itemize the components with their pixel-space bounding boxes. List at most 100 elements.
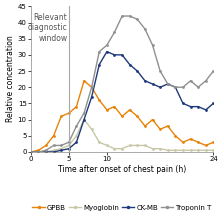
- CK-MB: [37, 151, 40, 153]
- Line: GPBB: GPBB: [29, 79, 215, 153]
- Myoglobin: [37, 151, 40, 153]
- Y-axis label: Relative concentration: Relative concentration: [6, 36, 15, 123]
- GPBB: [212, 141, 215, 143]
- Myoglobin: [60, 147, 62, 150]
- Troponin T: [113, 31, 116, 34]
- GPBB: [68, 112, 70, 114]
- GPBB: [83, 80, 85, 82]
- Myoglobin: [182, 149, 184, 151]
- GPBB: [29, 151, 32, 153]
- CK-MB: [159, 86, 161, 88]
- CK-MB: [98, 63, 101, 66]
- Troponin T: [37, 151, 40, 153]
- GPBB: [174, 134, 177, 137]
- CK-MB: [174, 86, 177, 88]
- GPBB: [151, 118, 154, 121]
- CK-MB: [29, 151, 32, 153]
- CK-MB: [197, 105, 200, 108]
- Text: Relevant
diagnostic
window: Relevant diagnostic window: [28, 13, 67, 43]
- CK-MB: [68, 147, 70, 150]
- Line: CK-MB: CK-MB: [29, 50, 215, 153]
- CK-MB: [182, 102, 184, 105]
- Troponin T: [45, 149, 47, 151]
- Troponin T: [52, 144, 55, 147]
- Troponin T: [90, 86, 93, 88]
- Troponin T: [189, 80, 192, 82]
- Troponin T: [106, 44, 108, 46]
- CK-MB: [167, 83, 169, 85]
- CK-MB: [121, 54, 123, 56]
- Myoglobin: [159, 147, 161, 150]
- Myoglobin: [68, 144, 70, 147]
- GPBB: [159, 128, 161, 131]
- Myoglobin: [197, 149, 200, 151]
- X-axis label: Time after onset of chest pain (h): Time after onset of chest pain (h): [58, 165, 186, 174]
- Myoglobin: [204, 149, 207, 151]
- GPBB: [52, 134, 55, 137]
- GPBB: [98, 99, 101, 101]
- Myoglobin: [174, 149, 177, 151]
- GPBB: [106, 109, 108, 111]
- GPBB: [182, 141, 184, 143]
- GPBB: [121, 115, 123, 118]
- GPBB: [197, 141, 200, 143]
- Myoglobin: [212, 149, 215, 151]
- Troponin T: [83, 112, 85, 114]
- CK-MB: [144, 80, 146, 82]
- GPBB: [204, 144, 207, 147]
- CK-MB: [52, 151, 55, 153]
- CK-MB: [45, 151, 47, 153]
- GPBB: [37, 149, 40, 151]
- GPBB: [113, 105, 116, 108]
- CK-MB: [83, 118, 85, 121]
- CK-MB: [106, 50, 108, 53]
- GPBB: [128, 109, 131, 111]
- Myoglobin: [90, 128, 93, 131]
- GPBB: [45, 144, 47, 147]
- GPBB: [60, 115, 62, 118]
- Troponin T: [68, 141, 70, 143]
- CK-MB: [189, 105, 192, 108]
- Myoglobin: [167, 149, 169, 151]
- Line: Troponin T: Troponin T: [29, 15, 215, 153]
- CK-MB: [128, 63, 131, 66]
- Troponin T: [182, 86, 184, 88]
- Myoglobin: [144, 144, 146, 147]
- Troponin T: [212, 70, 215, 72]
- Troponin T: [128, 15, 131, 17]
- Myoglobin: [113, 147, 116, 150]
- Troponin T: [98, 50, 101, 53]
- CK-MB: [212, 102, 215, 105]
- GPBB: [136, 115, 139, 118]
- Myoglobin: [136, 144, 139, 147]
- GPBB: [144, 125, 146, 127]
- Myoglobin: [121, 147, 123, 150]
- Troponin T: [29, 151, 32, 153]
- Troponin T: [151, 44, 154, 46]
- GPBB: [167, 125, 169, 127]
- CK-MB: [204, 109, 207, 111]
- GPBB: [90, 86, 93, 88]
- CK-MB: [90, 96, 93, 98]
- CK-MB: [75, 141, 78, 143]
- Troponin T: [60, 144, 62, 147]
- Troponin T: [159, 70, 161, 72]
- Troponin T: [136, 18, 139, 20]
- Troponin T: [167, 83, 169, 85]
- CK-MB: [60, 149, 62, 151]
- Legend: GPBB, Myoglobin, CK-MB, Troponin T: GPBB, Myoglobin, CK-MB, Troponin T: [29, 202, 215, 211]
- Troponin T: [204, 80, 207, 82]
- Myoglobin: [106, 144, 108, 147]
- Myoglobin: [189, 149, 192, 151]
- GPBB: [75, 105, 78, 108]
- Myoglobin: [75, 134, 78, 137]
- Troponin T: [174, 86, 177, 88]
- Line: Myoglobin: Myoglobin: [29, 118, 215, 153]
- Myoglobin: [98, 141, 101, 143]
- CK-MB: [113, 54, 116, 56]
- Myoglobin: [128, 144, 131, 147]
- Troponin T: [75, 125, 78, 127]
- Troponin T: [197, 86, 200, 88]
- Myoglobin: [151, 147, 154, 150]
- GPBB: [189, 138, 192, 140]
